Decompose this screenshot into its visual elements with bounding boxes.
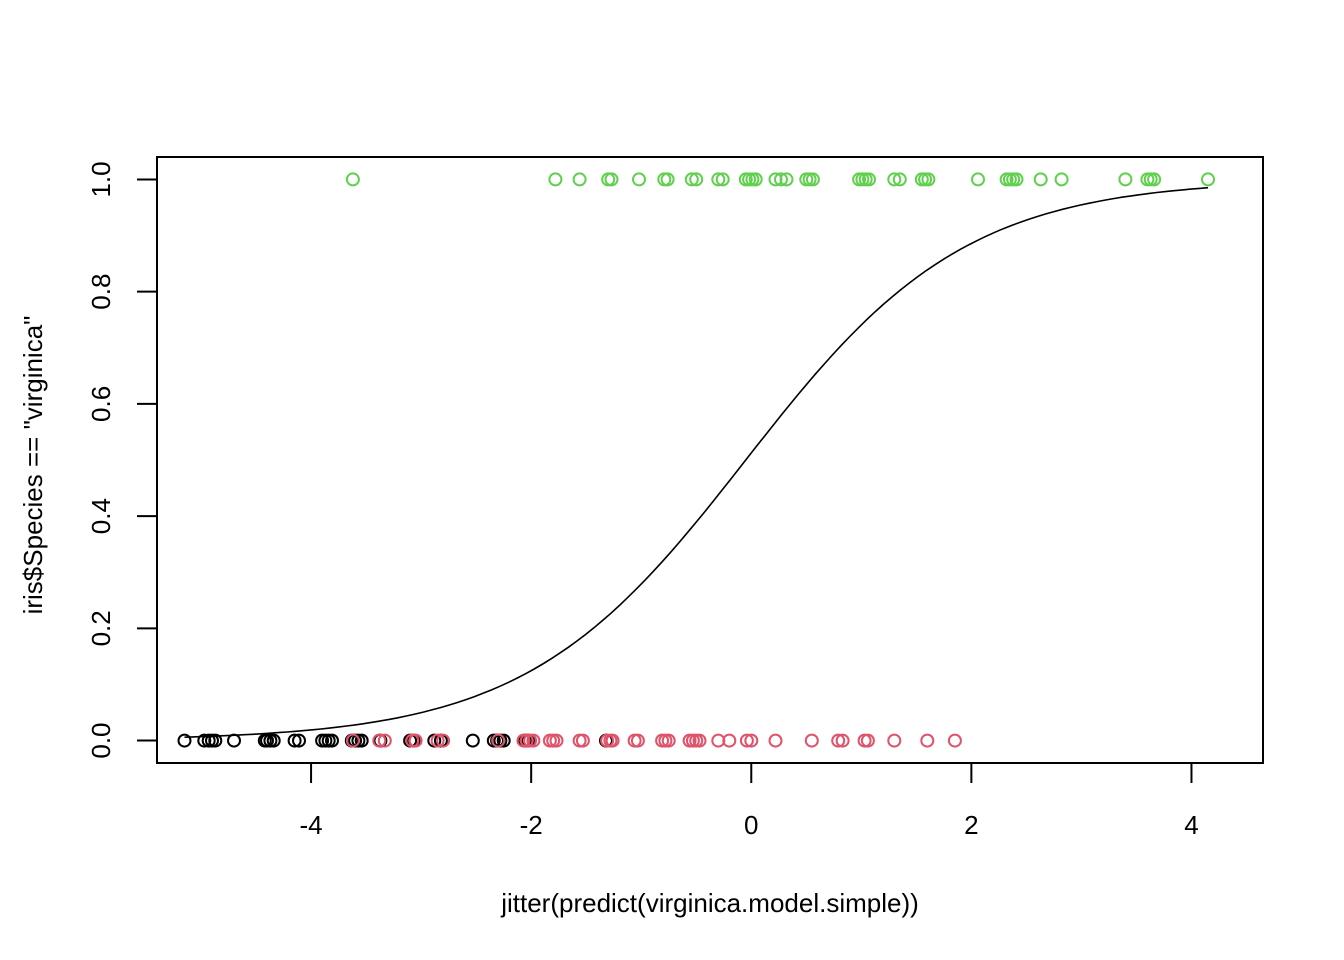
points-layer: [177, 172, 1215, 748]
data-point-versicolor: [377, 733, 392, 748]
data-point-versicolor: [920, 733, 935, 748]
data-point-setosa: [292, 733, 306, 748]
data-point-versicolor: [804, 733, 819, 748]
data-point-versicolor: [947, 733, 962, 748]
data-point-virginica: [892, 172, 907, 187]
x-tick-label: 0: [744, 810, 758, 840]
fitted-curve-line: [184, 186, 1209, 738]
data-point-virginica: [1201, 172, 1215, 187]
x-tick-label: -2: [520, 810, 543, 840]
data-point-versicolor: [860, 733, 875, 748]
y-tick-label: 0.4: [86, 498, 116, 534]
data-point-virginica: [1009, 172, 1024, 187]
data-point-virginica: [971, 172, 985, 187]
data-point-virginica: [604, 172, 619, 187]
data-point-versicolor: [430, 733, 445, 748]
y-tick-label: 0.2: [86, 610, 116, 646]
data-point-virginica: [1033, 172, 1048, 187]
series-virginica: [345, 172, 1215, 187]
y-axis: 0.0 0.2 0.4 0.6 0.8 1.0: [86, 161, 157, 759]
data-point-virginica: [715, 172, 730, 187]
data-point-virginica: [572, 172, 587, 187]
data-point-versicolor: [408, 733, 423, 748]
x-tick-label: 4: [1184, 810, 1198, 840]
data-point-setosa: [177, 733, 192, 748]
data-point-versicolor: [835, 733, 850, 748]
data-point-versicolor: [436, 733, 451, 748]
plot-frame: [156, 156, 1264, 764]
data-point-virginica: [689, 172, 704, 187]
data-point-versicolor: [491, 733, 506, 748]
data-point-virginica: [887, 172, 902, 187]
x-tick-label: -4: [300, 810, 323, 840]
y-tick-label: 0.6: [86, 386, 116, 422]
data-point-versicolor: [887, 733, 902, 748]
data-point-versicolor: [831, 733, 846, 748]
data-point-setosa: [208, 733, 223, 748]
data-point-virginica: [345, 172, 360, 187]
data-point-virginica: [805, 172, 820, 187]
y-tick-label: 0.0: [86, 722, 116, 758]
data-point-versicolor: [722, 733, 737, 748]
data-point-virginica: [660, 172, 675, 187]
data-point-virginica: [1147, 172, 1162, 187]
data-point-virginica: [711, 172, 726, 187]
data-point-virginica: [684, 172, 699, 187]
data-point-versicolor: [661, 733, 676, 748]
data-point-virginica: [548, 172, 563, 187]
data-point-versicolor: [630, 733, 645, 748]
data-point-versicolor: [526, 733, 541, 748]
data-point-versicolor: [549, 733, 564, 748]
y-axis-title: iris$Species == "virginica": [18, 316, 48, 615]
data-point-versicolor: [372, 733, 387, 748]
series-versicolor: [345, 733, 962, 748]
data-point-setosa: [227, 733, 241, 748]
data-point-setosa: [354, 733, 369, 748]
data-point-setosa: [287, 733, 302, 748]
data-point-versicolor: [605, 733, 620, 748]
data-point-virginica: [632, 172, 646, 187]
data-point-virginica: [1118, 172, 1133, 187]
data-point-virginica: [1054, 172, 1069, 187]
data-point-setosa: [325, 733, 339, 748]
data-point-virginica: [779, 172, 794, 187]
x-axis: -4 -2 0 2 4: [300, 763, 1199, 840]
x-tick-label: 2: [964, 810, 978, 840]
data-point-virginica: [748, 172, 763, 187]
y-tick-label: 0.8: [86, 274, 116, 310]
data-point-versicolor: [739, 733, 754, 748]
data-point-setosa: [496, 733, 511, 748]
data-point-virginica: [862, 172, 876, 187]
x-axis-title: jitter(predict(virginica.model.simple)): [500, 888, 919, 918]
data-point-virginica: [921, 172, 936, 187]
data-point-versicolor: [744, 733, 759, 748]
data-point-virginica: [774, 172, 788, 187]
data-point-versicolor: [575, 733, 590, 748]
data-point-versicolor: [692, 733, 707, 748]
y-tick-label: 1.0: [86, 161, 116, 197]
data-point-setosa: [465, 733, 480, 748]
data-point-versicolor: [768, 733, 783, 748]
data-point-setosa: [266, 733, 281, 748]
data-point-versicolor: [345, 733, 360, 748]
